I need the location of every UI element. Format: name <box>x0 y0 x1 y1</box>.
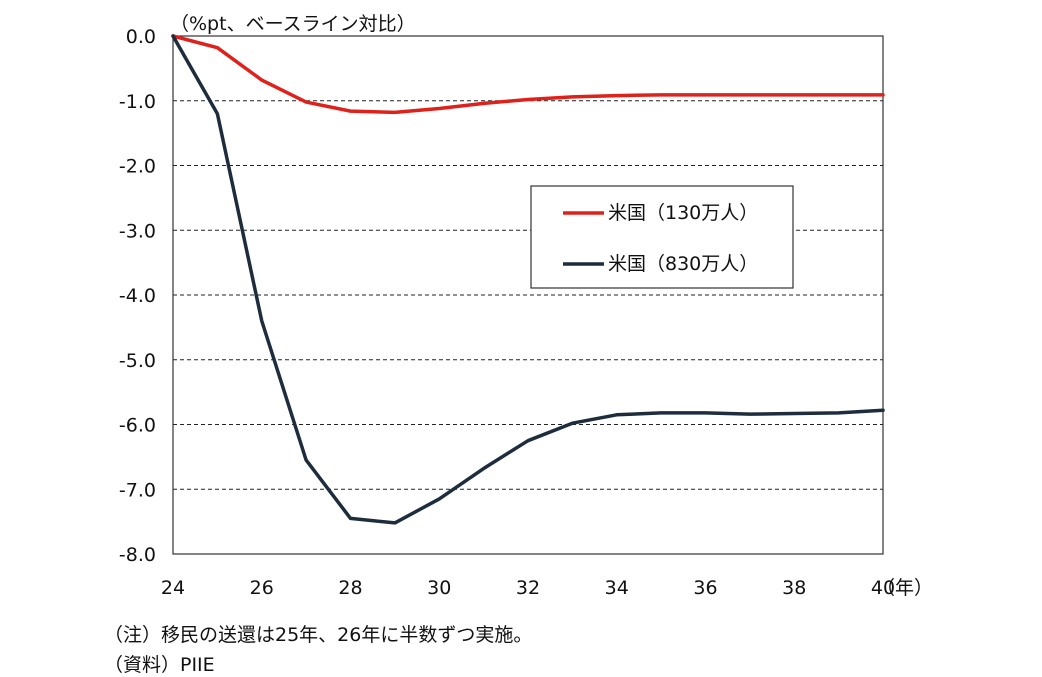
y-tick-label: -8.0 <box>119 544 156 566</box>
y-tick-label: -4.0 <box>119 285 156 307</box>
x-axis-ticks: 24 26 28 30 32 34 36 38 40 <box>161 577 895 599</box>
x-tick-label: 30 <box>427 577 451 599</box>
x-tick-label: 36 <box>693 577 717 599</box>
y-axis-ticks: 0.0 -1.0 -2.0 -3.0 -4.0 -5.0 -6.0 -7.0 -8.0 <box>119 26 156 566</box>
y-tick-label: -2.0 <box>119 156 156 178</box>
series-points-0 <box>172 35 884 113</box>
x-tick-label: 32 <box>516 577 540 599</box>
y-tick-label: -6.0 <box>119 415 156 437</box>
y-tick-label: -7.0 <box>119 479 156 501</box>
legend: 米国（130万人） 米国（830万人） <box>530 185 794 289</box>
y-tick-label: -1.0 <box>119 91 156 113</box>
source-note: （資料）PIIE <box>104 654 215 676</box>
legend-label-130: 米国（130万人） <box>608 202 758 224</box>
x-axis-unit: （年） <box>876 577 933 599</box>
x-tick-label: 40 <box>871 577 895 599</box>
y-tick-label: -5.0 <box>119 350 156 372</box>
x-tick-label: 28 <box>338 577 362 599</box>
x-tick-label: 26 <box>250 577 274 599</box>
series-lines <box>171 34 885 525</box>
y-tick-label: -3.0 <box>119 220 156 242</box>
y-tick-label: 0.0 <box>126 26 156 48</box>
x-tick-label: 24 <box>161 577 185 599</box>
plot-area <box>172 35 884 555</box>
gridlines <box>173 100 883 490</box>
y-axis-label: （%pt、ベースライン対比） <box>170 13 416 35</box>
x-tick-label: 34 <box>605 577 629 599</box>
legend-box <box>530 185 794 289</box>
legend-label-830: 米国（830万人） <box>608 253 758 275</box>
x-tick-label: 38 <box>782 577 806 599</box>
footnote: （注）移民の送還は25年、26年に半数ずつ実施。 <box>104 624 533 646</box>
series-points-1 <box>172 35 884 523</box>
